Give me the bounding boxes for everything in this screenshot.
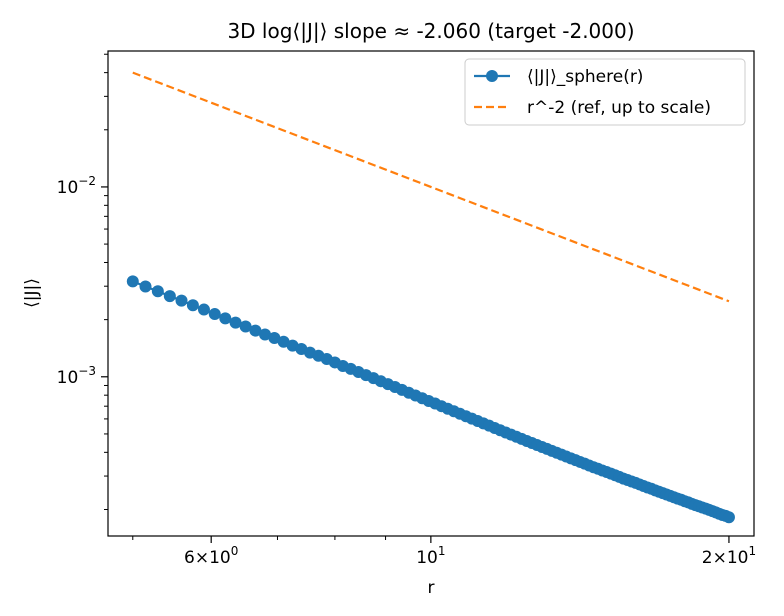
x-tick-label: 2×101 — [702, 544, 756, 568]
data-point — [151, 285, 164, 298]
x-axis-label: r — [428, 578, 435, 598]
data-point — [175, 294, 188, 307]
data-point — [239, 320, 252, 333]
data-point — [229, 316, 242, 329]
data-point — [126, 275, 139, 288]
data-point — [259, 328, 272, 341]
legend-label-ref: r^-2 (ref, up to scale) — [527, 98, 711, 118]
x-tick-label: 6×100 — [184, 544, 238, 568]
data-point — [268, 332, 281, 345]
data-point — [208, 308, 221, 321]
legend-swatch-sphere-marker — [486, 70, 498, 82]
legend-label-sphere: ⟨|J|⟩_sphere(r) — [527, 67, 643, 87]
series-line-1 — [132, 71, 730, 303]
legend: ⟨|J|⟩_sphere(r) r^-2 (ref, up to scale) — [464, 58, 746, 126]
data-point — [163, 290, 176, 303]
y-tick-label: 10−3 — [57, 364, 96, 388]
data-point — [219, 312, 232, 325]
data-point — [277, 335, 290, 348]
chart-title: 3D log⟨|J|⟩ slope ≈ -2.060 (target -2.00… — [227, 19, 634, 43]
x-axis: 6×100 101 2×101 — [132, 536, 756, 568]
data-point — [139, 280, 152, 293]
data-point — [197, 303, 210, 316]
data-point — [722, 511, 735, 524]
y-axis: 10−3 10−2 — [57, 53, 108, 510]
plot-area — [126, 71, 735, 524]
data-point — [186, 299, 199, 312]
x-tick-label: 101 — [416, 544, 445, 568]
legend-box — [464, 58, 746, 126]
y-tick-label: 10−2 — [57, 174, 96, 198]
y-axis-label: ⟨|J|⟩ — [22, 278, 42, 308]
data-point — [249, 324, 262, 337]
